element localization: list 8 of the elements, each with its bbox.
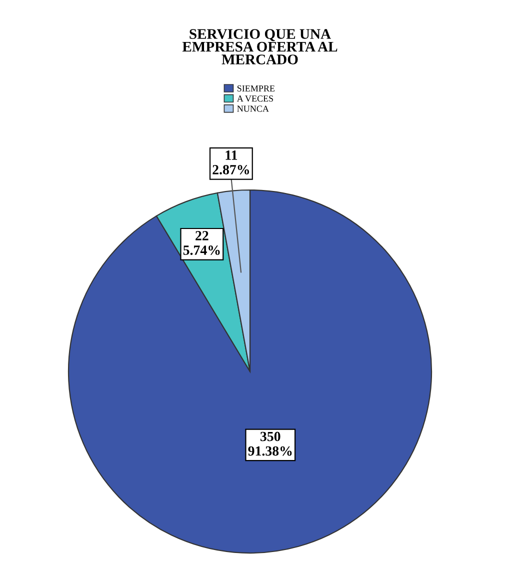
- data-label: 350 91.38%: [248, 432, 292, 456]
- legend-label: A VECES: [236, 96, 274, 102]
- legend-label: SIEMPRE: [237, 85, 275, 92]
- data-label: 11 2.87%: [212, 150, 249, 174]
- chart-title: SERVICIO QUE UNA EMPRESA OFERTA AL MERCADO: [182, 29, 338, 64]
- pie-slice: [68, 189, 432, 554]
- legend-label: NUNCA: [237, 106, 269, 112]
- data-label: 22 5.74%: [183, 231, 220, 255]
